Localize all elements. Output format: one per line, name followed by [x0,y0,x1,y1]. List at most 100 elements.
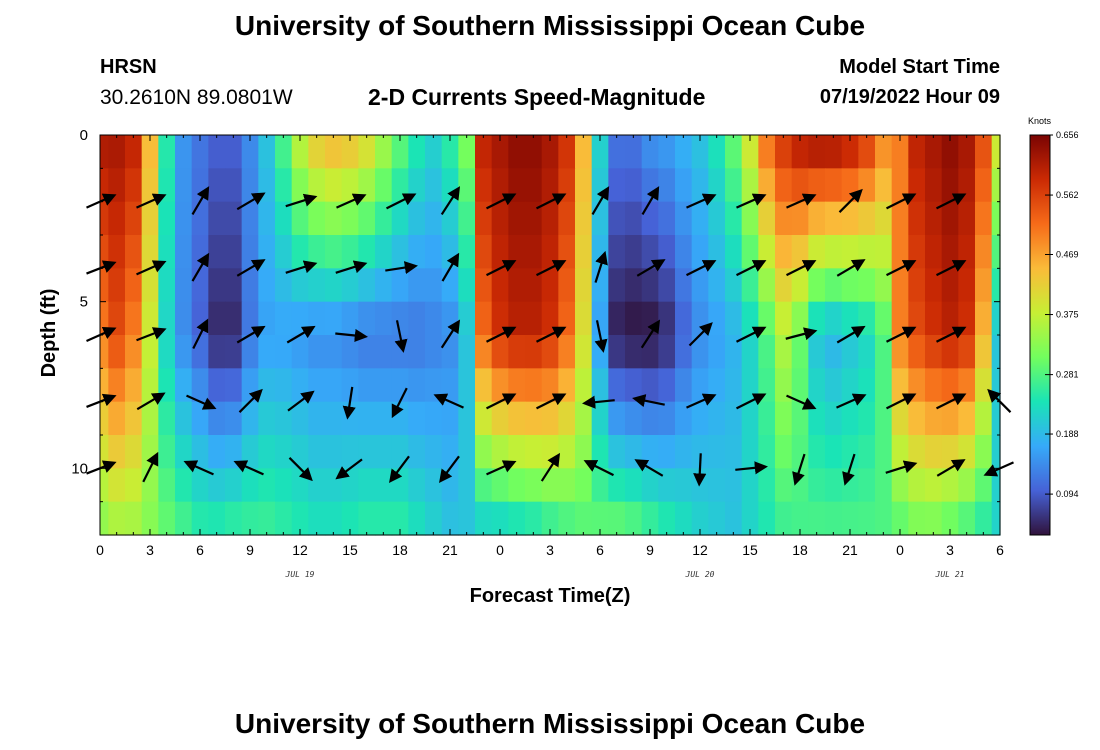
current-vector [886,260,917,277]
heatmap-cell [275,435,293,469]
current-vector [735,461,768,475]
heatmap-cell [941,368,959,403]
heatmap-cell [525,401,543,436]
chart-subtitle: 2-D Currents Speed-Magnitude [368,84,706,110]
colorbar-gradient [1029,134,1051,536]
heatmap-cell [808,501,826,536]
heatmap-cell [541,468,559,503]
heatmap-cell [775,168,793,203]
heatmap-cell [458,368,476,403]
heatmap-cell [375,301,393,336]
current-vector [632,394,665,408]
heatmap-cell [408,335,426,369]
heatmap-cell [575,501,593,536]
heatmap-cell [141,201,159,236]
heatmap-cell [308,201,326,236]
current-vector [634,459,664,477]
heatmap-cell [158,368,176,403]
heatmap-cell [825,301,843,336]
heatmap-cell [625,168,643,203]
current-vector [686,260,717,277]
heatmap-cell [875,135,893,169]
heatmap-cell [908,201,926,236]
current-vector [136,193,167,209]
heatmap-cell [441,368,459,403]
heatmap-cell [175,335,193,369]
heatmap-cell [375,435,393,469]
heatmap-cell [491,235,509,269]
heatmap-cell [225,501,243,536]
current-vector [792,453,806,486]
heatmap-cell [975,135,993,169]
heatmap-cell [458,468,476,503]
heatmap-cell [958,501,976,536]
heatmap-cell [741,401,759,436]
x-tick-label: 15 [342,542,358,558]
heatmap-cell [808,368,826,403]
footer-title: University of Southern Mississippi Ocean… [234,708,866,739]
heatmap-cell [625,335,643,369]
heatmap-cell [758,268,776,303]
heatmap-cell [208,468,226,503]
heatmap-cell [708,201,726,236]
heatmap-cell [258,168,276,203]
heatmap-cell [591,401,609,436]
heatmap-cell [558,201,576,236]
heatmap-cell [441,135,459,169]
heatmap-cell [991,401,1001,436]
colorbar-tick-label: 0.562 [1056,190,1079,200]
current-vector [486,326,517,343]
heatmap-cell [958,468,976,503]
heatmap-cell [775,201,793,236]
heatmap-cell [241,335,259,369]
heatmap-cell [775,235,793,269]
heatmap-cell [100,268,109,303]
heatmap-cell [391,301,409,336]
heatmap-cell [575,235,593,269]
current-vector [336,193,367,209]
heatmap-cell [100,501,109,536]
heatmap-cell [925,135,943,169]
heatmap-cell [841,501,859,536]
heatmap-cell [841,335,859,369]
heatmap-cell [191,168,209,203]
heatmap-cell [108,201,126,236]
heatmap-cell [275,401,293,436]
heatmap-cell [758,201,776,236]
heatmap-cell [141,168,159,203]
heatmap-cell [658,201,676,236]
colorbar-tick-label: 0.375 [1056,310,1079,320]
heatmap-cell [175,368,193,403]
heatmap-cell [625,235,643,269]
heatmap-cell [275,335,293,369]
heatmap-cell [341,135,359,169]
heatmap-cell [375,501,393,536]
heatmap-cell [225,268,243,303]
heatmap-cell [358,335,376,369]
heatmap-cell [658,401,676,436]
heatmap-cell [591,501,609,536]
heatmap-cell [258,135,276,169]
heatmap-cell [825,335,843,369]
heatmap-cell [458,301,476,336]
heatmap-cell [258,235,276,269]
heatmap-cell [541,235,559,269]
heatmap-cell [408,135,426,169]
heatmap-cell [758,435,776,469]
heatmap-cell [925,268,943,303]
heatmap-cell [775,401,793,436]
heatmap-cell [925,335,943,369]
heatmap-cell [608,368,626,403]
heatmap-cell [658,135,676,169]
heatmap-cell [658,168,676,203]
heatmap-cell [475,201,493,236]
heatmap-cell [358,268,376,303]
heatmap-cell [825,168,843,203]
heatmap-cell [441,401,459,436]
heatmap-cell [525,368,543,403]
heatmap-cell [375,401,393,436]
heatmap-cell [208,268,226,303]
heatmap-cell [958,401,976,436]
heatmap-cell [141,268,159,303]
heatmap-cell [591,468,609,503]
